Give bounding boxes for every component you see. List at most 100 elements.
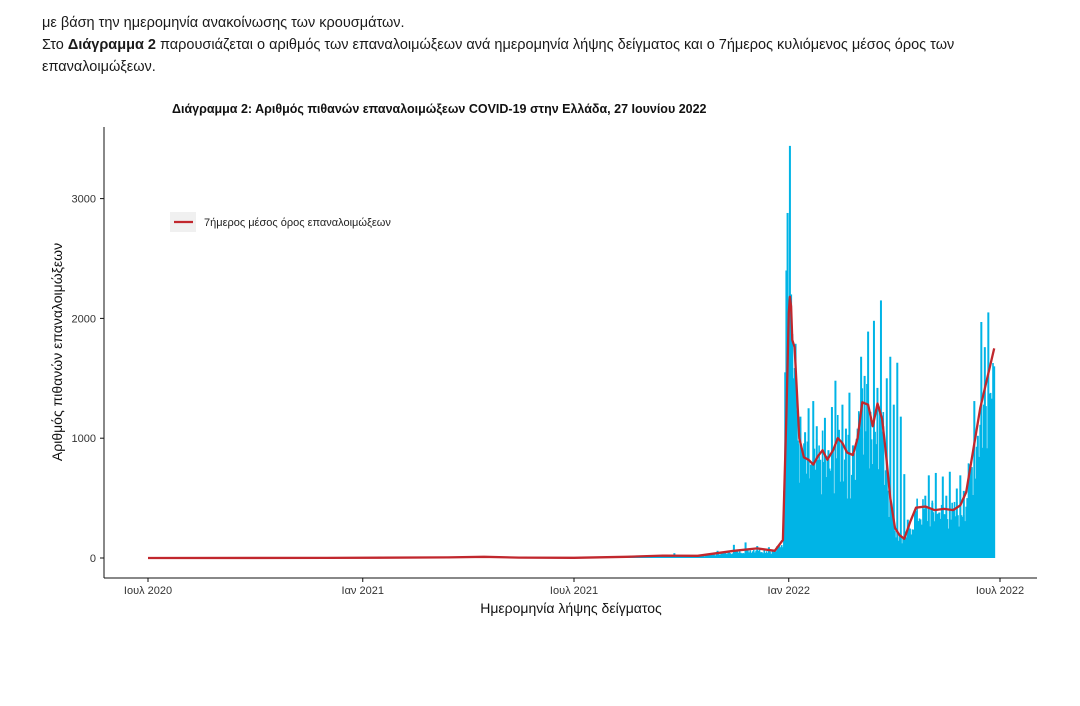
daily-bar bbox=[891, 508, 894, 558]
daily-bar bbox=[740, 552, 742, 558]
daily-bar bbox=[841, 482, 844, 558]
bar bbox=[788, 145, 791, 558]
daily-bar bbox=[734, 550, 736, 558]
daily-bar bbox=[784, 496, 787, 558]
daily-bar bbox=[645, 556, 648, 558]
daily-bar bbox=[673, 556, 676, 558]
daily-bar bbox=[954, 516, 957, 558]
daily-bar bbox=[863, 438, 866, 558]
daily-bar bbox=[672, 556, 675, 558]
daily-bar bbox=[915, 511, 917, 558]
daily-bar bbox=[803, 443, 805, 558]
daily-bar bbox=[702, 555, 705, 558]
daily-bar bbox=[880, 437, 882, 558]
daily-bar bbox=[681, 556, 684, 558]
daily-bar bbox=[720, 551, 722, 558]
intro-line-1: με βάση την ημερομηνία ανακοίνωσης των κ… bbox=[42, 15, 405, 31]
daily-bar bbox=[763, 549, 766, 558]
daily-bar bbox=[765, 551, 768, 558]
daily-bar bbox=[706, 555, 708, 558]
daily-bar bbox=[741, 553, 743, 558]
daily-bar bbox=[910, 534, 913, 558]
daily-bar bbox=[882, 412, 885, 558]
daily-bar bbox=[885, 491, 888, 558]
daily-bar bbox=[925, 506, 928, 558]
daily-bar bbox=[892, 536, 895, 558]
daily-bar bbox=[752, 549, 755, 558]
daily-bar bbox=[926, 521, 929, 558]
daily-bar bbox=[931, 500, 934, 558]
daily-bar bbox=[929, 526, 931, 558]
daily-bar bbox=[703, 556, 706, 558]
daily-bar bbox=[677, 555, 679, 558]
daily-bar bbox=[940, 504, 943, 558]
chart-title: Διάγραμμα 2: Αριθμός πιθανών επαναλοιμώξ… bbox=[172, 102, 707, 116]
daily-bar bbox=[693, 556, 696, 558]
daily-bar bbox=[873, 446, 875, 558]
daily-bar bbox=[905, 537, 908, 558]
daily-bar bbox=[729, 553, 732, 558]
daily-bar bbox=[862, 454, 865, 558]
daily-bar bbox=[778, 545, 781, 558]
daily-bar bbox=[937, 513, 939, 558]
daily-bar bbox=[982, 404, 985, 558]
daily-bar bbox=[787, 374, 790, 558]
daily-bar bbox=[967, 463, 970, 558]
daily-bar bbox=[888, 516, 890, 558]
daily-bar bbox=[958, 526, 960, 558]
daily-bar bbox=[939, 518, 942, 558]
daily-bar bbox=[842, 481, 845, 558]
daily-bar bbox=[821, 430, 824, 558]
daily-bar bbox=[733, 550, 735, 558]
daily-bar bbox=[794, 343, 797, 558]
daily-bar bbox=[749, 550, 752, 558]
x-tick-label: Ιαν 2022 bbox=[768, 585, 810, 597]
daily-bar bbox=[737, 552, 740, 558]
daily-bar bbox=[825, 477, 827, 558]
daily-bar bbox=[874, 431, 876, 558]
daily-bar bbox=[846, 498, 848, 558]
daily-bar bbox=[864, 431, 867, 558]
daily-bar bbox=[914, 509, 916, 558]
daily-bar bbox=[985, 406, 987, 558]
daily-bar bbox=[898, 534, 901, 558]
daily-bar bbox=[868, 468, 871, 558]
daily-bar bbox=[712, 554, 714, 558]
daily-bar bbox=[894, 531, 896, 558]
daily-bar bbox=[786, 427, 789, 558]
daily-bar bbox=[755, 550, 757, 558]
daily-bar bbox=[849, 498, 852, 558]
daily-bar bbox=[757, 551, 760, 558]
daily-bar bbox=[664, 556, 666, 558]
daily-bar bbox=[658, 556, 660, 558]
daily-bar bbox=[936, 514, 938, 558]
bar bbox=[987, 312, 990, 558]
daily-bar bbox=[855, 438, 858, 558]
bar bbox=[934, 472, 937, 558]
daily-bar bbox=[805, 473, 808, 558]
daily-bar bbox=[813, 448, 816, 558]
intro-line-2: Στο Διάγραμμα 2 παρουσιάζεται ο αριθμός … bbox=[42, 34, 1052, 78]
daily-bar bbox=[710, 553, 713, 558]
daily-bar bbox=[884, 470, 887, 558]
daily-bar bbox=[838, 441, 840, 558]
daily-bar bbox=[909, 528, 911, 558]
daily-bar bbox=[971, 467, 973, 558]
daily-bar bbox=[748, 552, 750, 558]
daily-bar bbox=[827, 451, 830, 558]
daily-bar bbox=[723, 552, 726, 558]
daily-bar bbox=[780, 545, 783, 558]
daily-bar bbox=[869, 464, 872, 558]
legend-label: 7ήμερος μέσος όρος επαναλοιμώξεων bbox=[204, 217, 391, 229]
daily-bar bbox=[671, 556, 673, 558]
daily-bar bbox=[947, 528, 950, 558]
daily-bar bbox=[731, 553, 734, 558]
daily-bar bbox=[895, 537, 897, 558]
bar bbox=[903, 474, 906, 558]
daily-bar bbox=[975, 446, 978, 558]
daily-bar bbox=[959, 498, 962, 558]
daily-bar bbox=[945, 511, 948, 558]
daily-bar bbox=[881, 431, 883, 558]
y-tick-label: 2000 bbox=[72, 313, 96, 325]
